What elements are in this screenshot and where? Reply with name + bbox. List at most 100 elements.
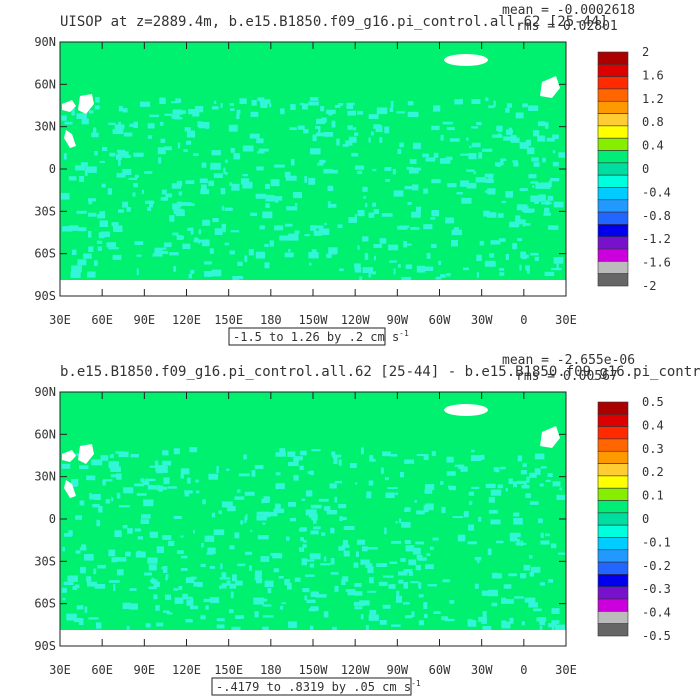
cyan-patch [111, 454, 114, 458]
cyan-patch [101, 183, 106, 188]
cyan-patch [265, 203, 270, 208]
cyan-patch [558, 152, 566, 158]
cyan-patch [250, 529, 253, 533]
cyan-patch [81, 544, 87, 551]
cyan-patch [535, 182, 543, 189]
cyan-patch [454, 464, 464, 467]
cyan-patch [433, 105, 441, 112]
cyan-patch [225, 159, 228, 163]
cyan-patch [492, 134, 503, 138]
cyan-patch [164, 113, 173, 116]
cyan-patch [466, 137, 469, 141]
cyan-patch [303, 540, 307, 543]
cyan-patch [220, 563, 223, 570]
cyan-patch [290, 104, 296, 110]
cyan-patch [368, 271, 371, 278]
cyan-patch [311, 449, 321, 452]
cyan-patch [414, 167, 421, 171]
cyan-patch [354, 606, 363, 610]
cyan-patch [416, 510, 425, 515]
cyan-patch [214, 228, 223, 235]
cyan-patch [501, 620, 506, 628]
cyan-patch [310, 504, 322, 509]
panel-1-title: UISOP at z=2889.4m, b.e15.B1850.f09_g16.… [60, 14, 608, 30]
cyan-patch [310, 225, 317, 231]
colorbar-swatch [597, 537, 629, 551]
cyan-patch [84, 606, 88, 613]
cyan-patch [482, 611, 487, 618]
cyan-patch [501, 621, 511, 629]
cyan-patch [538, 518, 543, 524]
colorbar-swatch [597, 64, 629, 77]
cyan-patch [513, 481, 517, 488]
cyan-patch [255, 578, 263, 584]
cyan-patch [76, 113, 87, 119]
cyan-patch [122, 108, 128, 113]
cyan-patch [516, 204, 528, 211]
cyan-patch [155, 605, 160, 611]
cyan-patch [499, 272, 505, 276]
cyan-patch [204, 261, 212, 265]
cyan-patch [371, 458, 376, 462]
cyan-patch [412, 184, 419, 191]
cyan-patch [547, 225, 559, 230]
cyan-patch [168, 540, 175, 546]
cyan-patch [310, 148, 321, 155]
panel-1: UISOP at z=2889.4m, b.e15.B1850.f09_g16.… [34, 3, 671, 346]
cyan-patch [379, 620, 387, 625]
colorbar-swatch [597, 438, 629, 452]
cyan-patch [343, 526, 355, 530]
panel-2-range-box: -.4179 to .8319 by .05 cm s-1 [211, 677, 421, 696]
cyan-patch [418, 594, 424, 598]
cyan-patch [124, 155, 131, 158]
cyan-patch [281, 602, 286, 605]
cyan-patch [418, 557, 427, 561]
cyan-patch [163, 610, 170, 613]
cyan-patch [398, 579, 404, 584]
cyan-patch [476, 272, 480, 278]
colorbar-label: -1.6 [642, 256, 671, 270]
cyan-patch [522, 224, 525, 227]
cyan-patch [94, 260, 98, 267]
cyan-patch [509, 617, 514, 624]
cyan-patch [513, 518, 523, 525]
greenland-land [444, 404, 488, 416]
colorbar-swatch [597, 76, 629, 90]
cyan-patch [540, 540, 550, 545]
cyan-patch [141, 189, 144, 194]
cyan-patch [68, 176, 77, 181]
lon-tick-label: 30E [49, 313, 71, 327]
cyan-patch [503, 136, 514, 141]
cyan-patch [209, 566, 216, 569]
cyan-patch [297, 125, 305, 130]
cyan-patch [275, 503, 281, 509]
cyan-patch [423, 224, 433, 230]
cyan-patch [279, 448, 286, 453]
cyan-patch [482, 625, 492, 633]
cyan-patch [510, 135, 517, 142]
cyan-patch [115, 557, 127, 562]
cyan-patch [245, 514, 248, 521]
cyan-patch [270, 552, 281, 556]
cyan-patch [354, 266, 362, 273]
cyan-patch [76, 210, 87, 214]
colorbar-swatch [597, 236, 629, 250]
cyan-patch [548, 579, 554, 583]
cyan-patch [463, 511, 469, 518]
colorbar-swatch [597, 512, 629, 526]
cyan-patch [404, 508, 410, 512]
lon-tick-label: 180 [260, 313, 282, 327]
cyan-patch [526, 476, 530, 483]
cyan-patch [543, 212, 551, 216]
cyan-patch [388, 584, 396, 589]
cyan-patch [553, 201, 564, 208]
cyan-patch [374, 255, 376, 261]
cyan-patch [211, 512, 216, 518]
cyan-patch [300, 537, 304, 542]
cyan-patch [367, 590, 377, 593]
cyan-patch [441, 506, 446, 514]
cyan-patch [286, 175, 297, 181]
lon-tick-label: 150E [214, 313, 243, 327]
cyan-patch [307, 471, 314, 474]
cyan-patch [471, 142, 481, 148]
